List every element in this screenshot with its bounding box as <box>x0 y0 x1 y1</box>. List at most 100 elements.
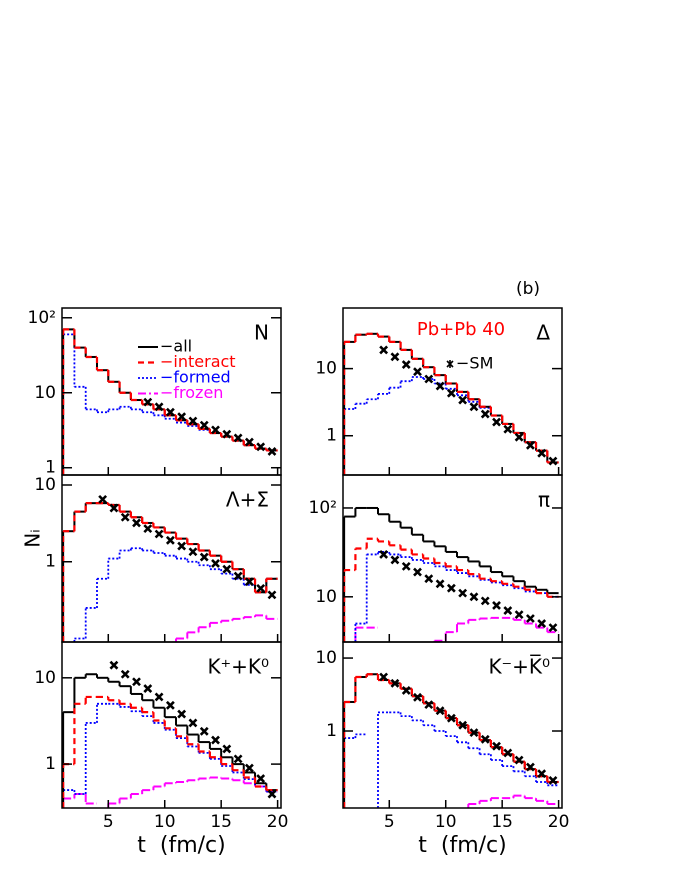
y-tick-label: 10 <box>315 587 337 607</box>
x-axis-label: t (fm/c) <box>418 833 506 858</box>
sm-marker <box>525 762 535 772</box>
panel <box>62 494 278 642</box>
panel <box>343 672 559 808</box>
legend-label: −all <box>160 337 192 356</box>
sm-marker <box>469 728 479 738</box>
sm-marker <box>469 592 479 602</box>
sm-marker <box>514 755 524 765</box>
sm-marker <box>492 741 501 751</box>
x-tick-label: 5 <box>384 812 395 832</box>
sm-marker <box>233 571 243 581</box>
x-tick-label: 10 <box>154 812 176 832</box>
sm-marker <box>233 754 243 764</box>
sm-marker <box>222 564 232 574</box>
sm-marker <box>379 672 389 682</box>
y-tick-label: 10 <box>315 359 337 379</box>
panel <box>62 660 278 808</box>
sm-marker <box>199 420 209 430</box>
panel-label: K⁺+K⁰ <box>207 655 269 679</box>
sm-marker <box>413 367 422 377</box>
panel <box>62 328 278 475</box>
sm-marker <box>446 388 456 398</box>
y-axis-label: Nᵢ <box>21 529 45 548</box>
sm-marker <box>503 606 513 615</box>
sm-marker <box>503 424 513 434</box>
sm-marker <box>537 448 547 458</box>
sm-marker <box>267 447 277 456</box>
sm-marker <box>120 669 130 679</box>
sm-marker <box>222 744 232 754</box>
sm-marker <box>435 381 445 391</box>
sm-marker <box>244 437 254 447</box>
sm-marker <box>446 713 456 723</box>
sm-marker <box>267 789 277 799</box>
sm-marker <box>492 601 501 610</box>
sm-marker <box>480 596 490 606</box>
sm-marker <box>480 409 490 419</box>
sm-marker <box>401 561 411 571</box>
annotation: (b) <box>516 279 540 299</box>
sm-marker <box>514 610 524 620</box>
sm-marker <box>469 402 479 412</box>
y-tick-label: 10 <box>34 668 56 688</box>
sm-marker <box>446 583 456 593</box>
sm-marker <box>525 614 535 623</box>
y-tick-label: 10 <box>34 475 56 495</box>
legend-label: −interact <box>160 352 236 371</box>
sm-marker <box>379 550 389 559</box>
sm-marker <box>548 456 558 466</box>
panel <box>343 332 559 475</box>
sm-marker <box>401 686 411 695</box>
panel-frame <box>61 641 282 809</box>
sm-marker <box>177 541 187 551</box>
sm-marker <box>424 574 434 584</box>
panel-label: π <box>538 488 550 512</box>
sm-marker <box>537 619 547 628</box>
sm-marker <box>458 395 468 405</box>
panel-label: Λ+Σ <box>226 488 269 512</box>
sm-marker <box>256 442 266 452</box>
sm-marker <box>390 555 400 565</box>
sm-marker <box>143 397 153 407</box>
x-tick-label: 20 <box>548 812 570 832</box>
sm-marker <box>267 590 277 600</box>
sm-marker <box>143 524 153 534</box>
y-tick-label: 10 <box>34 383 56 403</box>
sm-marker <box>120 512 130 522</box>
sm-marker <box>199 726 209 736</box>
panel-label: N <box>254 321 269 345</box>
sm-marker <box>188 416 198 426</box>
sm-marker <box>390 678 400 688</box>
sm-marker <box>188 547 198 557</box>
sm-marker <box>244 763 254 773</box>
sm-marker <box>109 503 119 513</box>
x-axis-label: t (fm/c) <box>137 833 225 858</box>
y-tick-label: 1 <box>45 754 56 774</box>
legend-sm-marker <box>446 360 454 368</box>
sm-marker <box>413 692 422 702</box>
sm-marker <box>165 407 175 417</box>
sm-marker <box>211 559 220 568</box>
sm-marker <box>424 700 434 710</box>
sm-marker <box>537 769 547 779</box>
sm-marker <box>458 720 468 730</box>
sm-marker <box>548 623 558 633</box>
sm-marker <box>548 776 558 785</box>
panel-label: Δ <box>536 321 550 345</box>
legend-label: −formed <box>160 368 231 387</box>
sm-marker <box>211 735 220 745</box>
y-tick-label: 1 <box>45 552 56 572</box>
x-tick-label: 20 <box>267 812 289 832</box>
sm-marker <box>98 494 108 504</box>
sm-marker <box>458 588 468 598</box>
sm-marker <box>154 402 164 412</box>
sm-marker <box>525 440 535 450</box>
x-tick-label: 15 <box>210 812 232 832</box>
sm-marker <box>514 432 524 442</box>
sm-marker <box>222 429 232 439</box>
panel-frame <box>342 641 563 809</box>
sm-marker <box>109 660 119 670</box>
y-tick-label: 1 <box>326 426 337 446</box>
sm-marker <box>379 345 389 355</box>
legend-label: −frozen <box>160 383 223 402</box>
